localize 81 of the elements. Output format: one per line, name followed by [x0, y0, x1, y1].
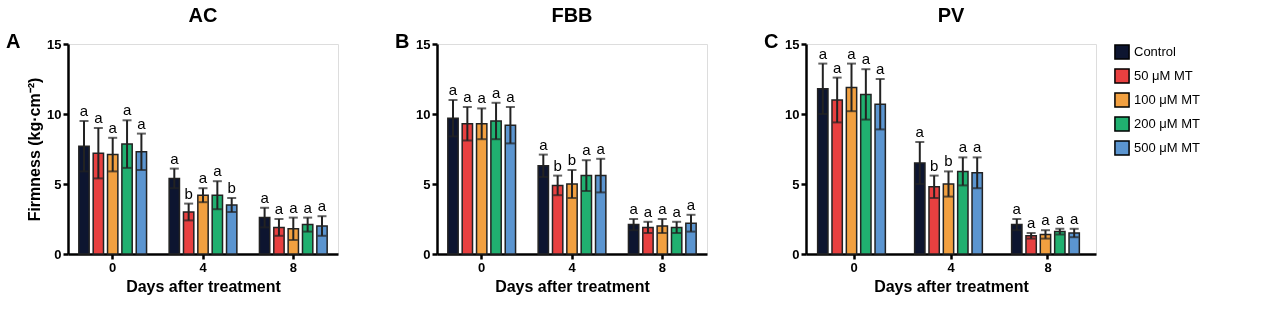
data-label: b [227, 179, 236, 196]
x-tick-label: 8 [658, 259, 666, 275]
data-label: b [929, 156, 939, 174]
text: C [764, 30, 779, 52]
data-label: a [170, 149, 180, 167]
data-label: b [553, 156, 562, 174]
y-tick-label: 15 [47, 36, 62, 52]
data-label: a [832, 58, 842, 76]
data-label: a [260, 188, 270, 206]
x-tick-label: 4 [199, 259, 208, 275]
data-label: a [1055, 209, 1065, 227]
data-label: a [506, 88, 516, 105]
data-label: a [274, 200, 284, 217]
y-tick-label: 5 [792, 176, 800, 192]
data-label: a [582, 141, 592, 159]
y-tick-label: 10 [47, 106, 62, 122]
x-tick-label: 0 [850, 259, 858, 275]
x-tick-label: 8 [1044, 259, 1052, 275]
y-tick-label: 0 [792, 246, 800, 262]
x-tick-label: 8 [289, 259, 297, 275]
data-label: a [198, 169, 208, 187]
data-label: a [818, 44, 828, 62]
data-label: a [973, 138, 983, 156]
data-label: a [629, 200, 639, 217]
x-tick-label: 0 [109, 259, 117, 275]
y-tick-label: 5 [54, 176, 62, 192]
data-label: a [861, 50, 871, 68]
x-axis-title: Days after treatment [874, 277, 1030, 295]
data-label: a [1026, 214, 1036, 231]
legend-label: 200 μM MT [1134, 116, 1201, 131]
data-label: a [213, 162, 223, 180]
data-label: a [303, 198, 313, 216]
chart-title: AC [188, 4, 218, 26]
data-label: a [491, 83, 501, 101]
x-axis-title: Days after treatment [126, 277, 282, 295]
data-label: a [108, 118, 118, 136]
data-label: a [317, 197, 327, 215]
y-tick-label: 15 [416, 36, 431, 52]
data-label: a [915, 123, 925, 140]
data-label: a [137, 114, 147, 132]
y-tick-label: 10 [416, 106, 431, 122]
data-label: a [477, 89, 487, 107]
data-label: a [1041, 211, 1051, 229]
data-label: b [567, 151, 577, 168]
text: A [6, 30, 21, 52]
data-label: a [463, 88, 473, 105]
data-label: b [184, 184, 193, 202]
chart-title: PV [937, 4, 965, 26]
x-tick-label: 4 [947, 259, 956, 275]
legend-label: Control [1134, 44, 1177, 59]
data-label: a [596, 139, 606, 157]
data-label: a [958, 138, 968, 156]
data-label: a [289, 198, 299, 216]
y-tick-label: 0 [423, 246, 431, 262]
data-label: a [686, 195, 696, 213]
data-label: a [448, 81, 458, 98]
data-label: a [672, 202, 682, 220]
data-label: a [1012, 200, 1022, 217]
data-label: a [94, 109, 104, 126]
legend-label: 50 μM MT [1134, 68, 1193, 83]
legend-label: 500 μM MT [1134, 140, 1201, 155]
legend-label: 100 μM MT [1134, 92, 1201, 107]
data-label: a [658, 200, 668, 217]
text: B [395, 30, 410, 52]
chart-title: FBB [551, 4, 593, 26]
data-label: a [79, 102, 89, 119]
y-tick-label: 0 [54, 246, 62, 262]
x-axis-title: Days after treatment [495, 277, 651, 295]
x-tick-label: 0 [478, 259, 486, 275]
data-label: a [643, 202, 653, 220]
x-tick-label: 4 [568, 259, 577, 275]
data-label: a [539, 135, 549, 153]
data-label: a [1070, 209, 1080, 227]
y-tick-label: 5 [423, 176, 431, 192]
y-axis-title: Firmness (kg·cm⁻²) [26, 77, 44, 222]
data-label: a [847, 44, 857, 62]
y-tick-label: 10 [785, 106, 800, 122]
data-label: b [944, 152, 953, 170]
y-tick-label: 15 [785, 36, 800, 52]
data-label: a [122, 101, 132, 119]
data-label: a [876, 60, 886, 77]
